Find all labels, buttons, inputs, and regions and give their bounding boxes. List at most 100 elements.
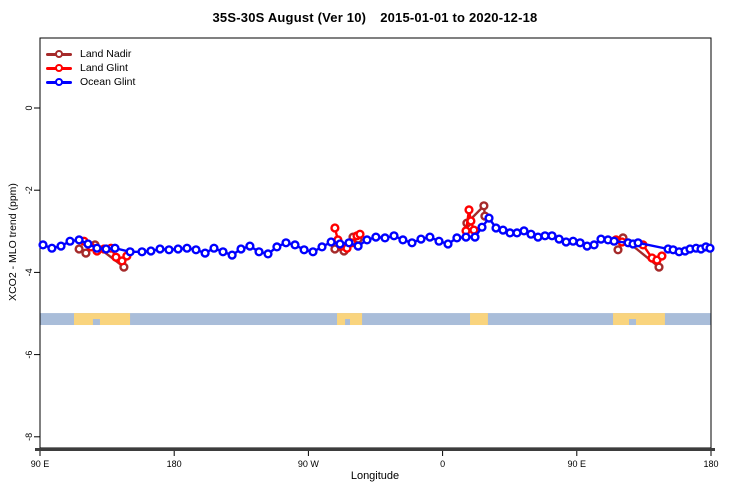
data-point	[110, 243, 120, 253]
data-point	[83, 239, 93, 249]
data-point	[308, 247, 318, 257]
data-point	[657, 251, 667, 261]
data-point	[464, 205, 474, 215]
series-ocean-glint	[38, 213, 715, 260]
data-point	[469, 225, 479, 235]
data-point	[317, 242, 327, 252]
data-point	[589, 240, 599, 250]
data-point	[491, 223, 501, 233]
data-point	[330, 223, 340, 233]
data-point	[540, 231, 550, 241]
data-point	[146, 246, 156, 256]
data-point	[398, 235, 408, 245]
x-axis: 90 E 180 90 W 0 90 E 180	[31, 451, 719, 469]
data-point	[505, 228, 515, 238]
data-point	[407, 238, 417, 248]
data-point	[326, 237, 336, 247]
data-point	[38, 240, 48, 250]
y-tick-label: -6	[24, 351, 34, 359]
map-strip-land-patch	[470, 313, 488, 326]
data-point	[254, 247, 264, 257]
data-point	[466, 216, 476, 226]
data-point	[125, 247, 135, 257]
data-point	[609, 236, 619, 246]
data-point	[330, 244, 340, 254]
map-strip-coast-notch	[628, 319, 636, 326]
data-point	[633, 238, 643, 248]
map-strip-coast-notch	[92, 319, 100, 326]
map-strip-land-patch	[73, 313, 131, 326]
land-glint-marker-icon	[46, 61, 72, 75]
data-point	[477, 222, 487, 232]
plot-title-date-range: 2015-01-01 to 2020-12-18	[380, 10, 538, 25]
data-point	[568, 236, 578, 246]
x-tick-label: 90 E	[31, 459, 50, 469]
data-point	[380, 233, 390, 243]
data-point	[484, 213, 494, 223]
data-point	[47, 243, 57, 253]
data-point	[554, 234, 564, 244]
data-point	[182, 243, 192, 253]
data-point	[561, 237, 571, 247]
x-tick-label: 90 E	[568, 459, 587, 469]
data-point	[519, 226, 529, 236]
data-point	[582, 241, 592, 251]
data-point	[498, 225, 508, 235]
legend-label-land-glint: Land Glint	[80, 62, 128, 74]
legend-item-land-glint: Land Glint	[46, 61, 135, 75]
data-point	[74, 235, 84, 245]
x-tick-label: 90 W	[298, 459, 320, 469]
data-point	[613, 245, 623, 255]
data-point	[461, 232, 471, 242]
data-point	[200, 248, 210, 258]
data-point	[101, 244, 111, 254]
data-point	[344, 238, 354, 248]
data-point	[526, 229, 536, 239]
data-point	[65, 236, 75, 246]
data-point	[362, 235, 372, 245]
x-tick-label: 0	[440, 459, 445, 469]
legend-label-land-nadir: Land Nadir	[80, 48, 132, 60]
x-tick-label: 180	[167, 459, 182, 469]
data-point	[371, 232, 381, 242]
data-point	[533, 232, 543, 242]
data-point	[434, 236, 444, 246]
ocean-glint-marker-icon	[46, 75, 72, 89]
data-point	[452, 233, 462, 243]
data-point	[164, 245, 174, 255]
data-point	[299, 245, 309, 255]
data-point	[416, 234, 426, 244]
data-point	[479, 201, 489, 211]
data-point	[389, 231, 399, 241]
data-point	[74, 244, 84, 254]
data-point	[236, 244, 246, 254]
x-tick-label: 180	[703, 459, 718, 469]
data-point	[355, 229, 365, 239]
data-point	[191, 245, 201, 255]
data-point	[470, 232, 480, 242]
map-strip	[40, 313, 711, 326]
y-tick-label: 0	[24, 105, 34, 110]
data-point	[92, 243, 102, 253]
data-point	[443, 239, 453, 249]
plot-title: 35S-30S August (Ver 10) 2015-01-01 to 202…	[0, 10, 750, 25]
map-strip-coast-notch	[345, 319, 351, 326]
data-point	[425, 232, 435, 242]
map-strip-land-patch	[613, 313, 665, 326]
y-tick-label: -8	[24, 433, 34, 441]
data-point	[218, 247, 228, 257]
legend-item-ocean-glint: Ocean Glint	[46, 75, 135, 89]
data-point	[137, 247, 147, 257]
data-point	[173, 244, 183, 254]
legend-item-land-nadir: Land Nadir	[46, 47, 135, 61]
data-point	[245, 241, 255, 251]
x-axis-title: Longitude	[350, 470, 400, 482]
data-point	[227, 250, 237, 260]
data-point	[290, 240, 300, 250]
data-point	[353, 241, 363, 251]
data-point	[547, 231, 557, 241]
legend: Land Nadir Land Glint Ocean Glint	[46, 47, 135, 89]
data-point	[81, 248, 91, 258]
